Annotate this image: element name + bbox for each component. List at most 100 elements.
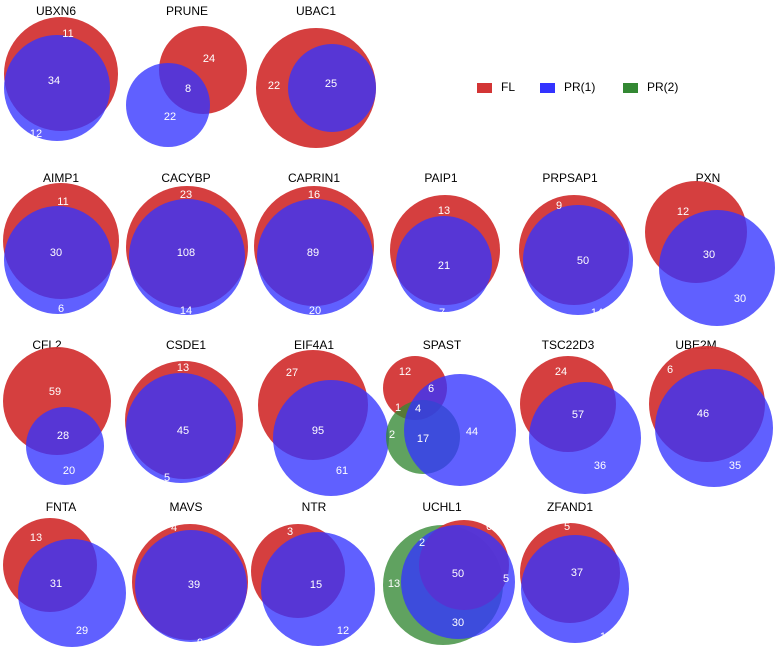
venn-title: SPAST	[423, 338, 462, 352]
count-fl-pr1: 6	[428, 383, 434, 395]
legend-label: PR(1)	[564, 80, 595, 94]
circle-pr1	[4, 35, 110, 141]
count-fl-only: 27	[286, 367, 298, 379]
count-pr-only: 9	[197, 637, 203, 649]
count-fl-pr2: 2	[419, 537, 425, 549]
venn-fnta: FNTA 13 31 29	[3, 500, 126, 647]
count-pr1-pr2: 30	[452, 617, 464, 629]
venn-title: CAPRIN1	[288, 171, 340, 185]
circle-pr1	[529, 382, 641, 494]
venn-caprin1: CAPRIN1 16 89 20	[254, 171, 374, 317]
count-shared: 30	[703, 249, 715, 261]
count-fl-only: 11	[57, 196, 68, 208]
count-pr2-only: 13	[388, 578, 400, 590]
venn-tsc22d3: TSC22D3 24 57 36	[520, 338, 641, 494]
venn-title: CSDE1	[166, 338, 206, 352]
circle-pr1	[523, 205, 633, 315]
count-shared: 46	[697, 408, 709, 420]
circle-pr1	[659, 210, 775, 326]
count-pr-only: 29	[76, 625, 88, 637]
circle-pr1	[126, 63, 210, 147]
venn-ubxn6: UBXN6 11 34 12	[4, 4, 118, 141]
count-pr-only: 12	[30, 128, 42, 140]
count-fl-only: 11	[62, 28, 73, 40]
count-fl-only: 12	[399, 366, 411, 378]
count-fl-only: 13	[438, 205, 450, 217]
circle-pr1	[273, 380, 389, 496]
venn-title: FNTA	[46, 500, 76, 514]
count-fl-only: 9	[556, 200, 562, 212]
circle-pr1	[404, 374, 516, 486]
venn-title: PRUNE	[166, 4, 208, 18]
legend-swatch	[477, 83, 492, 93]
count-shared: 34	[48, 75, 60, 87]
count-shared: 37	[571, 567, 583, 579]
circle-pr1	[521, 535, 629, 643]
legend-item-pr1: PR(1)	[540, 80, 595, 94]
circle-pr1	[257, 199, 373, 315]
circle-pr1	[396, 216, 492, 312]
count-fl-only: 24	[555, 366, 567, 378]
count-shared: 25	[325, 78, 337, 90]
circle-pr1	[18, 539, 126, 647]
count-fl-only: 59	[49, 386, 61, 398]
count-fl-only: 3	[287, 526, 293, 538]
venn-title: EIF4A1	[294, 338, 334, 352]
count-shared: 15	[310, 579, 322, 591]
count-shared: 50	[577, 255, 589, 267]
venn-prune: PRUNE 24 8 22	[126, 4, 247, 147]
count-shared: 8	[185, 83, 191, 95]
count-fl-only: 13	[177, 362, 189, 374]
count-pr-only: 14	[180, 305, 192, 317]
venn-title: UCHL1	[422, 500, 462, 514]
legend-item-fl: FL	[477, 80, 515, 94]
venn-uchl1: UCHL1 6 2 13 50 5 30	[383, 500, 515, 645]
legend-swatch	[623, 83, 638, 93]
count-all-three: 50	[452, 568, 464, 580]
count-pr-only: 6	[58, 303, 64, 315]
count-fl-only: 12	[677, 206, 689, 218]
count-pr1-pr2: 17	[417, 433, 429, 445]
count-fl-only: 24	[203, 53, 215, 65]
count-fl-only: 22	[268, 80, 280, 92]
legend: FL PR(1) PR(2)	[477, 80, 678, 94]
count-pr-only: 36	[594, 460, 606, 472]
count-pr1-only: 44	[466, 426, 478, 438]
count-pr-only: 12	[337, 625, 349, 637]
circle-pr1	[261, 532, 375, 646]
count-shared: 31	[50, 578, 62, 590]
count-pr1-only: 5	[503, 573, 509, 585]
venn-title: TSC22D3	[542, 338, 595, 352]
venn-zfand1: ZFAND1 5 37 12	[520, 500, 629, 643]
venn-title: CACYBP	[161, 171, 210, 185]
count-fl-only: 6	[486, 521, 492, 533]
count-fl-only: 16	[308, 189, 320, 201]
count-pr-only: 20	[63, 465, 75, 477]
count-shared: 21	[438, 260, 450, 272]
legend-label: FL	[501, 80, 515, 94]
legend-swatch	[540, 83, 555, 93]
venn-prpsap1: PRPSAP1 9 50 14	[519, 171, 633, 319]
count-shared: 28	[57, 430, 69, 442]
venn-ntr: NTR 3 15 12	[251, 500, 375, 646]
count-all-three: 4	[415, 403, 421, 415]
count-fl-only: 23	[180, 189, 192, 201]
circle-pr1	[288, 44, 376, 132]
venn-title: PRPSAP1	[542, 171, 598, 185]
circle-pr1	[26, 407, 104, 485]
count-shared: 57	[572, 409, 584, 421]
venn-title: AIMP1	[43, 171, 79, 185]
count-fl-pr2: 1	[395, 402, 401, 414]
count-shared: 95	[312, 425, 324, 437]
circle-pr1	[4, 206, 112, 314]
venn-aimp1: AIMP1 11 30 6	[3, 171, 119, 315]
count-shared: 45	[177, 425, 189, 437]
venn-title: UBXN6	[36, 4, 76, 18]
count-shared: 30	[50, 247, 62, 259]
circle-pr1	[129, 199, 245, 315]
count-pr2-only: 2	[389, 429, 395, 441]
count-pr-only: 7	[439, 307, 445, 319]
venn-mavs: MAVS 4 39 9	[132, 500, 248, 649]
